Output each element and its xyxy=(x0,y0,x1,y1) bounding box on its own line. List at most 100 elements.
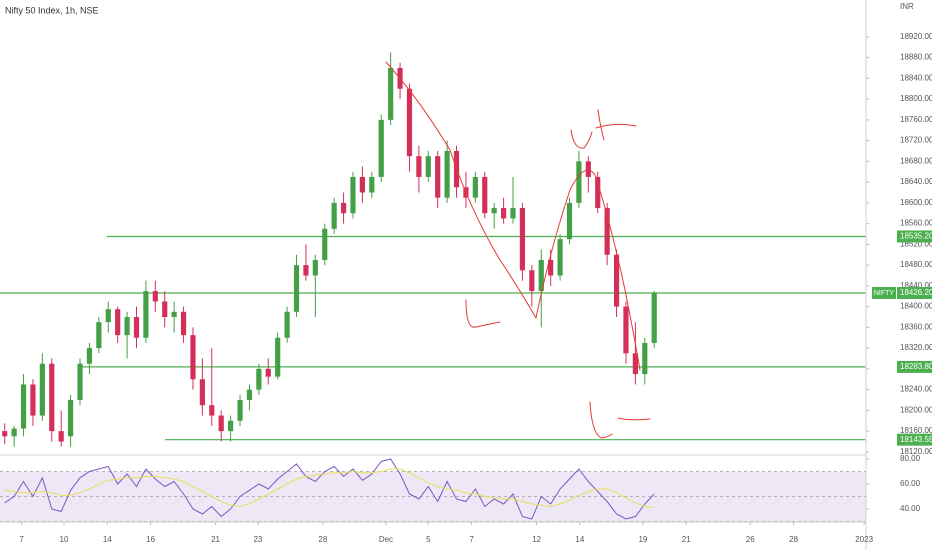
y-tick-label: 18400.00 xyxy=(900,302,932,311)
rsi-ma-line xyxy=(4,468,655,509)
shoulder-doodle xyxy=(465,299,501,328)
x-tick-label: 21 xyxy=(682,535,691,544)
candle-body xyxy=(171,311,177,317)
candle-body xyxy=(331,202,337,229)
candle-body xyxy=(613,254,620,307)
candle-body xyxy=(632,353,638,375)
candle-body xyxy=(2,431,8,437)
x-tick-label: 19 xyxy=(638,535,647,544)
y-tick-label: 18840.00 xyxy=(900,73,932,82)
rsi-pane xyxy=(0,458,866,522)
candle-body xyxy=(623,306,629,354)
rsi-line xyxy=(4,458,655,520)
y-tick-label: 18240.00 xyxy=(900,385,932,394)
candle-body xyxy=(68,400,74,437)
level-label: 18283.80 xyxy=(900,362,932,371)
y-tick-label: 18560.00 xyxy=(900,219,932,228)
x-tick-label: 10 xyxy=(60,535,69,544)
candle-body xyxy=(303,265,309,276)
axes: 18120.0018160.0018200.0018240.0018280.00… xyxy=(19,32,932,544)
candle-body xyxy=(548,259,554,276)
y-tick-label: 18720.00 xyxy=(900,136,932,145)
head-doodle xyxy=(570,129,593,149)
candle-body xyxy=(49,363,55,432)
candle-body xyxy=(425,156,431,177)
x-tick-label: 23 xyxy=(253,535,262,544)
x-tick-label: 14 xyxy=(575,535,584,544)
candle-body xyxy=(482,176,488,214)
candle-body xyxy=(369,176,375,193)
shoulder-doodle xyxy=(617,417,651,421)
y-tick-label: 18120.00 xyxy=(900,447,932,456)
x-tick-label: 5 xyxy=(426,535,431,544)
candle-body xyxy=(284,311,290,338)
candle-body xyxy=(312,259,318,276)
candle-body xyxy=(472,176,478,198)
shoulder-doodle xyxy=(589,401,613,439)
candle-body xyxy=(510,208,516,219)
candle-body xyxy=(388,67,394,120)
candle-body xyxy=(86,348,93,364)
candle-body xyxy=(20,384,27,429)
level-label: 18143.55 xyxy=(900,435,932,444)
candle-body xyxy=(566,202,573,240)
x-tick-label: Dec xyxy=(379,535,393,544)
candles xyxy=(2,52,657,447)
y-tick-label: 18640.00 xyxy=(900,177,932,186)
x-tick-label: 12 xyxy=(532,535,541,544)
x-tick-label: 14 xyxy=(103,535,112,544)
y-tick-label: 18520.00 xyxy=(900,239,932,248)
y-tick-label: 18920.00 xyxy=(900,32,932,41)
y-tick-label: 18680.00 xyxy=(900,156,932,165)
candle-body xyxy=(105,309,111,323)
candle-body xyxy=(557,239,563,276)
y-tick-label: 18440.00 xyxy=(900,281,932,290)
trend-doodle xyxy=(385,61,537,319)
candle-body xyxy=(519,208,526,271)
candle-body xyxy=(435,156,441,198)
currency: INR xyxy=(900,2,914,11)
y-tick-label: 18800.00 xyxy=(900,94,932,103)
candle-body xyxy=(275,337,281,377)
head-doodle xyxy=(595,109,637,141)
candle-body xyxy=(39,363,45,416)
x-tick-label: 21 xyxy=(211,535,220,544)
candle-body xyxy=(246,389,253,401)
rsi-tick-label: 40.00 xyxy=(900,504,921,513)
candle-body xyxy=(143,291,149,338)
candle-body xyxy=(162,301,168,317)
x-tick-label: 16 xyxy=(146,535,155,544)
candle-body xyxy=(350,176,356,214)
candle-body xyxy=(444,150,450,198)
candle-body xyxy=(199,379,205,406)
candle-body xyxy=(265,368,271,377)
symbol-label-box xyxy=(872,287,896,300)
candle-body xyxy=(406,88,413,157)
candle-body xyxy=(642,342,648,375)
y-tick-label: 18600.00 xyxy=(900,198,932,207)
candle-body xyxy=(180,311,187,336)
candle-body xyxy=(133,316,140,338)
candle-body xyxy=(651,293,657,343)
candle-body xyxy=(501,208,507,219)
candle-body xyxy=(152,291,158,302)
rsi-tick-label: 80.00 xyxy=(900,454,921,463)
x-tick-label: 2023 xyxy=(855,535,873,544)
y-tick-label: 18760.00 xyxy=(900,115,932,124)
trend-doodle xyxy=(535,169,641,371)
candle-body xyxy=(77,363,83,401)
candle-body xyxy=(58,431,64,442)
y-tick-label: 18320.00 xyxy=(900,343,932,352)
candle-body xyxy=(124,316,130,336)
candle-body xyxy=(595,176,601,209)
candle-body xyxy=(293,265,300,312)
candle-body xyxy=(96,322,102,349)
y-tick-label: 18160.00 xyxy=(900,426,932,435)
x-tick-label: 7 xyxy=(19,535,24,544)
candle-body xyxy=(378,119,384,177)
candle-body xyxy=(218,415,224,432)
candle-body xyxy=(190,335,196,380)
candle-body xyxy=(340,202,347,214)
y-tick-label: 18880.00 xyxy=(900,53,932,62)
